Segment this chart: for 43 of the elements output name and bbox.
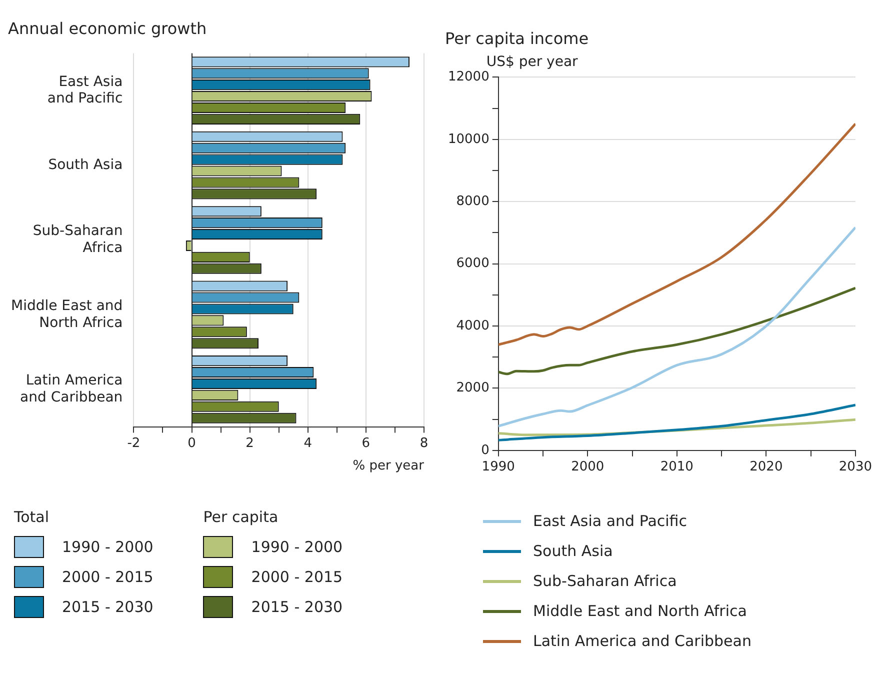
y-tick-label: East Asia and Pacific	[47, 74, 123, 107]
x-tick-label: 2	[246, 436, 254, 451]
legend-label: 2015 - 2030	[62, 598, 154, 616]
legend-label: Sub-Saharan Africa	[533, 572, 677, 590]
x-tick-label: 2020	[750, 460, 783, 475]
y-tick-label: 6000	[456, 256, 490, 272]
y-tick-label: 10000	[448, 132, 490, 147]
chart-title: Per capita income	[445, 28, 589, 48]
x-tick-label: 2000	[571, 460, 604, 475]
legend-label: 2000 - 2015	[62, 568, 154, 586]
x-tick-label: 2030	[838, 460, 872, 475]
legend-label: 2015 - 2030	[251, 598, 343, 616]
x-tick-label: 1990	[482, 460, 515, 475]
y-tick-label: Latin America and Caribbean	[20, 372, 123, 406]
y-tick-label: 4000	[456, 318, 490, 334]
chart-title: Annual economic growth	[8, 18, 207, 38]
y-tick-label: 2000	[456, 380, 490, 396]
line-series	[498, 286, 856, 376]
x-tick-label: 4	[304, 436, 312, 451]
line-series	[498, 226, 856, 428]
line-series	[498, 404, 856, 442]
line-series	[498, 122, 856, 346]
legend-label: 2000 - 2015	[251, 568, 343, 586]
x-tick-label: 0	[188, 436, 196, 451]
x-tick-label: 8	[420, 436, 428, 451]
x-tick-label: 6	[362, 436, 370, 451]
legend-label: Latin America and Caribbean	[533, 632, 752, 650]
legend-label: South Asia	[533, 542, 613, 560]
legend-label: 1990 - 2000	[251, 538, 343, 556]
y-tick-label: Middle East and North Africa	[10, 298, 123, 331]
x-axis-title: % per year	[352, 458, 425, 474]
y-tick-label: Sub-Saharan Africa	[32, 223, 123, 256]
legend-label: 1990 - 2000	[62, 538, 154, 556]
text: Per capita	[203, 508, 280, 528]
x-tick-label: 2010	[660, 460, 694, 475]
y-tick-label: 8000	[456, 194, 490, 209]
y-tick-label: 12000	[448, 70, 490, 85]
x-tick-label: -2	[127, 436, 140, 451]
legend-label: East Asia and Pacific	[533, 512, 687, 530]
legend-label: Middle East and North Africa	[533, 602, 747, 620]
text: Total	[14, 508, 50, 528]
y-axis-title: US$ per year	[486, 54, 578, 70]
y-tick-label: South Asia	[48, 156, 123, 173]
